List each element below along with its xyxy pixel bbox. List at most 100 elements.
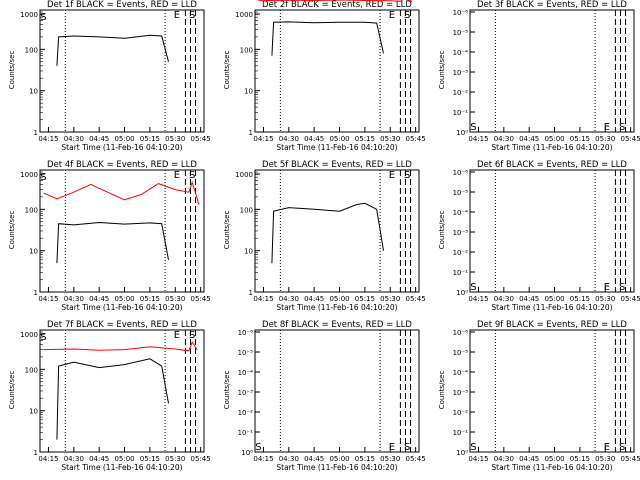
x-tick-label: 05:15	[355, 455, 375, 463]
x-tick-label: 04:30	[64, 135, 84, 143]
y-tick-label: 10⁻⁴	[238, 369, 254, 377]
x-tick-label: 05:45	[191, 135, 211, 143]
y-tick-label: 100	[240, 206, 253, 214]
x-tick-label: 04:15	[253, 135, 273, 143]
marker-letter: E	[389, 442, 395, 453]
x-tick-label: 05:30	[595, 135, 615, 143]
x-tick-label: 05:00	[329, 135, 349, 143]
marker-letter: S	[40, 332, 46, 343]
x-tick-label: 04:30	[494, 455, 514, 463]
chart-panel-6: Det 6f BLACK = Events, RED = LLD Counts/s…	[438, 160, 640, 312]
y-tick-label: 10	[29, 88, 38, 96]
x-tick-label: 04:45	[519, 135, 539, 143]
x-tick-label: 05:15	[355, 295, 375, 303]
x-axis-label: Start Time (11-Feb-16 04:10:20)	[61, 303, 182, 312]
x-tick-label: 05:45	[406, 295, 426, 303]
marker-letter: S	[404, 170, 410, 181]
y-tick-label: 10⁰	[456, 449, 468, 457]
y-tick-label: 10⁻¹	[238, 429, 254, 437]
chart-panel-8: Det 8f BLACK = Events, RED = LLD Counts/s…	[223, 320, 426, 472]
x-tick-label: 04:30	[64, 455, 84, 463]
marker-letter: E	[389, 170, 395, 181]
y-axis-label: Counts/sec	[438, 371, 446, 410]
y-tick-label: 1	[34, 449, 38, 457]
x-tick-label: 04:30	[279, 295, 299, 303]
x-tick-label: 04:45	[89, 135, 109, 143]
series-line-red	[43, 180, 200, 205]
x-tick-label: 05:45	[621, 295, 640, 303]
chart-title: Det 6f BLACK = Events, RED = LLD	[477, 160, 627, 170]
y-tick-label: 10⁻⁴	[453, 369, 469, 377]
y-tick-label: 10	[244, 248, 253, 256]
y-tick-label: 10⁰	[456, 129, 468, 137]
x-tick-label: 04:30	[494, 135, 514, 143]
y-tick-label: 10⁻⁶	[238, 329, 254, 337]
y-tick-label: 10⁻⁴	[453, 49, 469, 57]
series-line-black	[56, 358, 169, 440]
y-tick-label: 1	[249, 129, 253, 137]
marker-letter: S	[404, 10, 410, 21]
y-axis-label: Counts/sec	[8, 51, 16, 90]
series-line-black	[271, 202, 384, 264]
x-tick-label: 04:45	[519, 455, 539, 463]
chart-title: Det 7f BLACK = Events, RED = LLD	[47, 320, 197, 330]
x-tick-label: 05:15	[570, 295, 590, 303]
marker-letter: E	[604, 122, 610, 133]
y-tick-label: 1000	[20, 331, 38, 339]
y-tick-label: 10⁻³	[453, 389, 469, 397]
x-tick-label: 04:15	[468, 295, 488, 303]
marker-letter: S	[40, 172, 46, 183]
x-tick-label: 05:30	[380, 295, 400, 303]
series-line-black	[56, 34, 169, 66]
y-tick-label: 1000	[235, 171, 253, 179]
x-tick-label: 05:00	[329, 455, 349, 463]
y-axis-label: Counts/sec	[223, 371, 231, 410]
marker-letter: E	[174, 10, 180, 21]
x-tick-label: 05:45	[406, 135, 426, 143]
x-tick-label: 04:30	[279, 455, 299, 463]
y-tick-label: 10⁻⁵	[453, 349, 469, 357]
y-tick-label: 10	[244, 88, 253, 96]
marker-letter: S	[189, 330, 195, 341]
x-tick-label: 04:45	[519, 295, 539, 303]
x-tick-label: 04:15	[253, 295, 273, 303]
x-tick-label: 04:30	[279, 135, 299, 143]
x-tick-label: 04:45	[89, 455, 109, 463]
x-tick-label: 05:00	[329, 295, 349, 303]
x-tick-label: 05:45	[191, 455, 211, 463]
y-axis-label: Counts/sec	[8, 211, 16, 250]
marker-letter: S	[404, 442, 410, 453]
y-tick-label: 10⁰	[241, 449, 253, 457]
y-tick-label: 1000	[20, 11, 38, 19]
x-tick-label: 05:00	[544, 135, 564, 143]
x-tick-label: 05:15	[140, 135, 160, 143]
y-tick-label: 1000	[20, 171, 38, 179]
x-tick-label: 04:45	[89, 295, 109, 303]
y-axis-label: Counts/sec	[223, 211, 231, 250]
chart-title: Det 8f BLACK = Events, RED = LLD	[262, 320, 412, 330]
y-tick-label: 10⁻⁵	[453, 189, 469, 197]
y-tick-label: 100	[25, 366, 38, 374]
plot-frame	[39, 169, 205, 293]
x-tick-label: 05:00	[114, 295, 134, 303]
y-tick-label: 10⁻¹	[453, 429, 469, 437]
plot-frame	[254, 329, 420, 453]
chart-panel-5: Det 5f BLACK = Events, RED = LLD Counts/s…	[223, 160, 426, 312]
marker-letter: S	[619, 282, 625, 293]
x-tick-label: 05:15	[140, 295, 160, 303]
chart-title: Det 4f BLACK = Events, RED = LLD	[47, 160, 197, 170]
chart-title: Det 2f BLACK = Events, RED = LLD	[262, 0, 412, 10]
marker-letter: E	[389, 10, 395, 21]
chart-title: Det 3f BLACK = Events, RED = LLD	[477, 0, 627, 10]
x-axis-label: Start Time (11-Feb-16 04:10:20)	[276, 143, 397, 152]
y-tick-label: 10⁻³	[453, 69, 469, 77]
series-line-red	[258, 0, 413, 2]
marker-letter: S	[189, 10, 195, 21]
y-tick-label: 1000	[235, 11, 253, 19]
x-tick-label: 04:15	[468, 455, 488, 463]
y-tick-label: 10⁻⁵	[453, 29, 469, 37]
y-tick-label: 10⁰	[456, 289, 468, 297]
series-line-black	[56, 221, 169, 264]
y-tick-label: 1	[249, 289, 253, 297]
